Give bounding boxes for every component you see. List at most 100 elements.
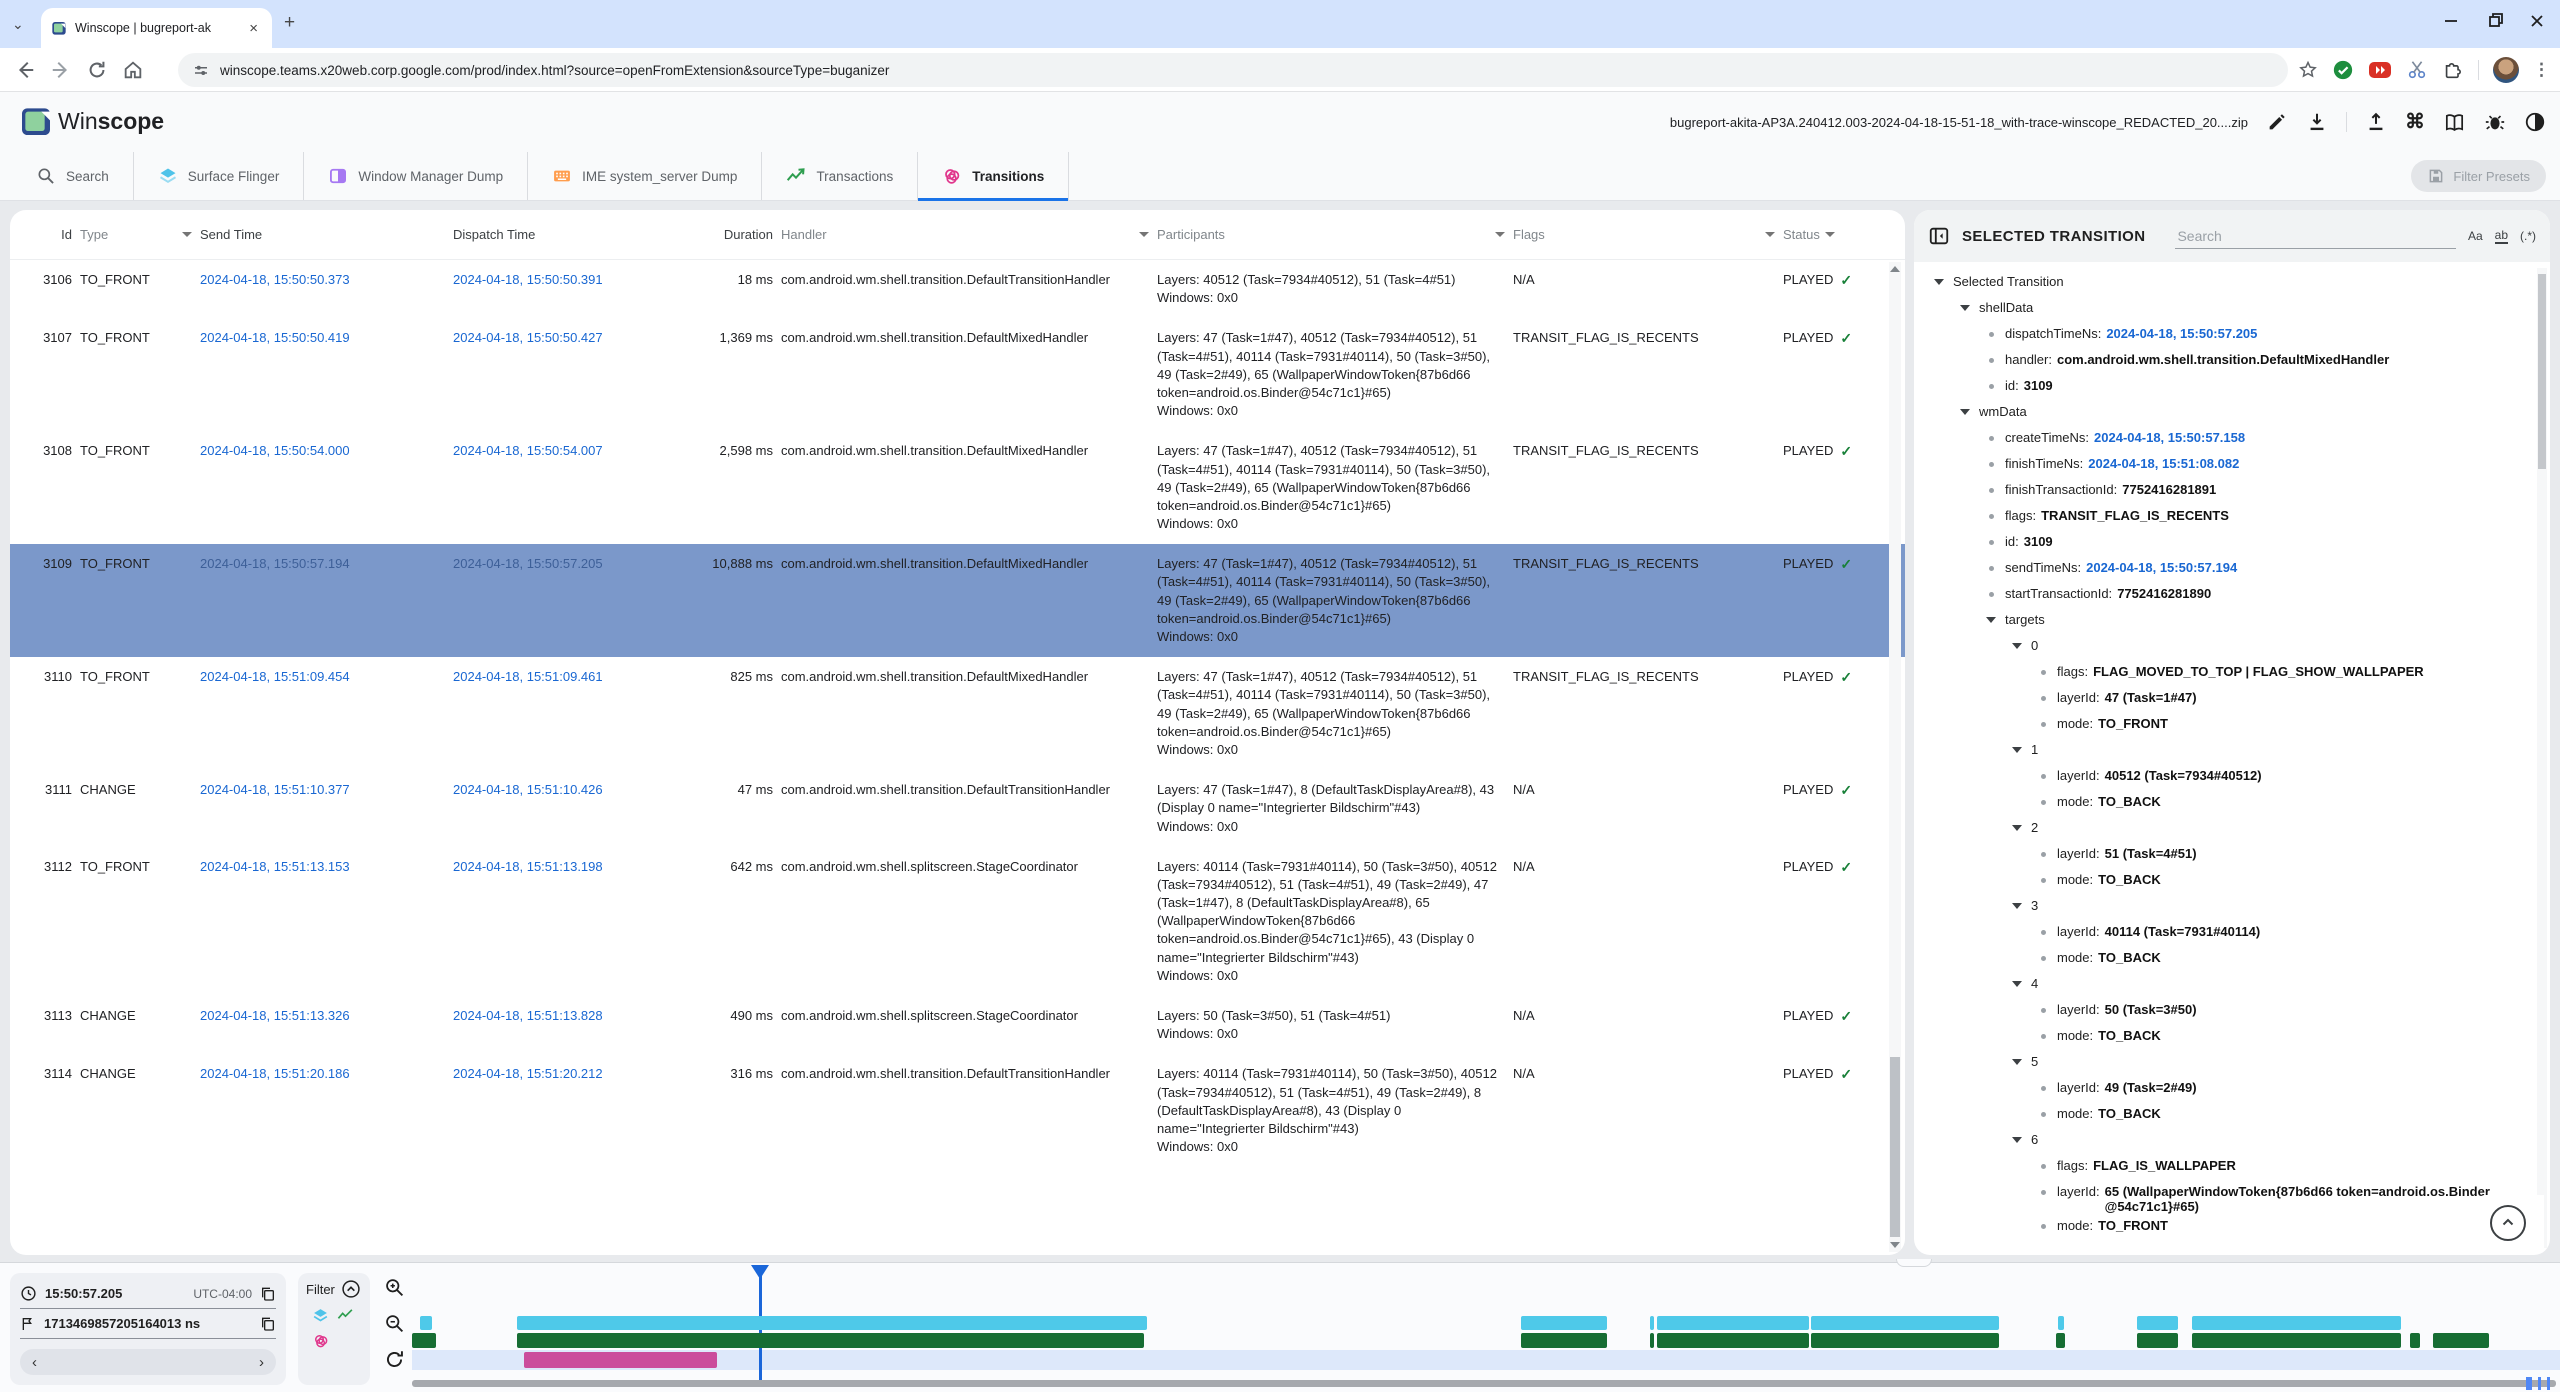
tree-node[interactable]: layerId: 40512 (Task=7934#40512) <box>1920 764 2540 790</box>
cell-send-time[interactable]: 2024-04-18, 15:50:50.419 <box>200 330 350 346</box>
extension-video-icon[interactable] <box>2368 61 2392 79</box>
tree-node[interactable]: flags: FLAG_IS_WALLPAPER <box>1920 1154 2540 1180</box>
timeline-segment-sf[interactable] <box>1657 1316 1809 1330</box>
column-header[interactable]: Type <box>80 227 192 242</box>
sort-arrow-icon[interactable] <box>182 232 192 237</box>
tree-node[interactable]: 4 <box>1920 972 2540 998</box>
documentation-icon[interactable] <box>2443 111 2466 134</box>
site-settings-icon[interactable] <box>192 61 210 79</box>
url-input[interactable]: winscope.teams.x20web.corp.google.com/pr… <box>178 53 2288 87</box>
timeline-segment-tx[interactable] <box>1650 1333 1654 1348</box>
extensions-puzzle-icon[interactable] <box>2442 59 2464 81</box>
window-minimize-icon[interactable] <box>2438 8 2464 34</box>
tree-node[interactable]: shellData <box>1920 296 2540 322</box>
timeline-canvas[interactable] <box>412 1263 2560 1392</box>
timeline-segment-tr[interactable] <box>524 1352 717 1368</box>
browser-menu-icon[interactable]: ⋮ <box>2533 60 2550 79</box>
sort-arrow-icon[interactable] <box>1765 232 1775 237</box>
trace-tab[interactable]: Window Manager Dump <box>304 152 529 200</box>
cell-dispatch-time[interactable]: 2024-04-18, 15:50:57.205 <box>453 556 603 572</box>
column-header[interactable]: Handler <box>781 227 1149 242</box>
table-row[interactable]: 3109 TO_FRONT 2024-04-18, 15:50:57.194 2… <box>10 544 1905 658</box>
tree-node[interactable]: id: 3109 <box>1920 530 2540 556</box>
expand-arrow-icon[interactable] <box>2012 903 2022 909</box>
cell-dispatch-time[interactable]: 2024-04-18, 15:51:13.198 <box>453 858 603 874</box>
expand-arrow-icon[interactable] <box>2012 825 2022 831</box>
timeline-segment-tx[interactable] <box>1811 1333 1999 1348</box>
cell-send-time[interactable]: 2024-04-18, 15:50:57.194 <box>200 556 350 572</box>
copy-time-icon[interactable] <box>260 1286 276 1302</box>
expand-arrow-icon[interactable] <box>1960 409 1970 415</box>
collapse-panel-icon[interactable] <box>1928 225 1950 247</box>
tree-node[interactable]: flags: FLAG_MOVED_TO_TOP | FLAG_SHOW_WAL… <box>1920 660 2540 686</box>
table-scrollbar[interactable] <box>1889 262 1901 1252</box>
table-row[interactable]: 3110 TO_FRONT 2024-04-18, 15:51:09.454 2… <box>10 657 1905 770</box>
tree-node[interactable]: 5 <box>1920 1050 2540 1076</box>
expand-arrow-icon[interactable] <box>2012 747 2022 753</box>
cell-dispatch-time[interactable]: 2024-04-18, 15:50:50.427 <box>453 330 603 346</box>
column-header[interactable]: Dispatch Time <box>453 227 701 242</box>
timeline-segment-tx[interactable] <box>1521 1333 1607 1348</box>
table-row[interactable]: 3108 TO_FRONT 2024-04-18, 15:50:54.000 2… <box>10 431 1905 544</box>
table-row[interactable]: 3106 TO_FRONT 2024-04-18, 15:50:50.373 2… <box>10 260 1905 318</box>
home-icon[interactable] <box>122 59 144 81</box>
tree-node[interactable]: 3 <box>1920 894 2540 920</box>
cell-dispatch-time[interactable]: 2024-04-18, 15:51:10.426 <box>453 782 603 798</box>
table-row[interactable]: 3111 CHANGE 2024-04-18, 15:51:10.377 202… <box>10 770 1905 847</box>
previous-entry-icon[interactable]: ‹ <box>32 1353 37 1371</box>
column-header[interactable]: Id <box>28 227 72 242</box>
cell-send-time[interactable]: 2024-04-18, 15:50:54.000 <box>200 443 350 459</box>
timeline-segment-sf[interactable] <box>1521 1316 1607 1330</box>
human-time-field[interactable]: 15:50:57.205 UTC-04:00 <box>20 1279 276 1309</box>
surface-flinger-filter-icon[interactable] <box>312 1307 329 1324</box>
expand-arrow-icon[interactable] <box>1934 279 1944 285</box>
timeline-segment-tx[interactable] <box>2137 1333 2178 1348</box>
tree-node[interactable]: 1 <box>1920 738 2540 764</box>
table-row[interactable]: 3112 TO_FRONT 2024-04-18, 15:51:13.153 2… <box>10 847 1905 996</box>
tree-node[interactable]: wmData <box>1920 400 2540 426</box>
back-icon[interactable] <box>14 59 36 81</box>
expand-arrow-icon[interactable] <box>2012 1059 2022 1065</box>
tree-node[interactable]: mode: TO_BACK <box>1920 1102 2540 1128</box>
zoom-in-icon[interactable] <box>384 1277 405 1298</box>
timeline-segment-sf[interactable] <box>2137 1316 2178 1330</box>
profile-avatar[interactable] <box>2493 57 2519 83</box>
browser-tab[interactable]: Winscope | bugreport-ak × <box>41 8 272 48</box>
tree-node[interactable]: Selected Transition <box>1920 270 2540 296</box>
download-traces-icon[interactable] <box>2306 111 2328 133</box>
tree-search-input[interactable] <box>2175 223 2456 249</box>
tree-node[interactable]: handler: com.android.wm.shell.transition… <box>1920 348 2540 374</box>
copy-ns-icon[interactable] <box>260 1316 276 1332</box>
trace-tab[interactable]: Search <box>12 152 134 200</box>
trace-tab[interactable]: Surface Flinger <box>134 152 305 200</box>
trace-tab[interactable]: Transactions <box>762 152 919 200</box>
forward-icon[interactable] <box>50 59 72 81</box>
timeline-segment-sf[interactable] <box>1811 1316 1999 1330</box>
tree-node[interactable]: mode: TO_BACK <box>1920 946 2540 972</box>
window-restore-icon[interactable] <box>2482 8 2508 34</box>
timeline-segment-sf[interactable] <box>2058 1316 2064 1330</box>
sort-arrow-icon[interactable] <box>1495 232 1505 237</box>
transitions-filter-icon[interactable] <box>312 1332 330 1350</box>
timeline-segment-tx[interactable] <box>1657 1333 1809 1348</box>
timeline-segment-sf[interactable] <box>1650 1316 1654 1330</box>
extension-check-icon[interactable] <box>2332 59 2354 81</box>
tree-node[interactable]: mode: TO_BACK <box>1920 868 2540 894</box>
scroll-up-icon[interactable] <box>1890 266 1900 272</box>
table-row[interactable]: 3113 CHANGE 2024-04-18, 15:51:13.326 202… <box>10 996 1905 1054</box>
tree-node[interactable]: finishTransactionId: 7752416281891 <box>1920 478 2540 504</box>
trace-tab[interactable]: Transitions <box>918 152 1070 201</box>
tree-node[interactable]: 2 <box>1920 816 2540 842</box>
tree-node[interactable]: mode: TO_FRONT <box>1920 1214 2540 1240</box>
table-row[interactable]: 3107 TO_FRONT 2024-04-18, 15:50:50.419 2… <box>10 318 1905 431</box>
cell-send-time[interactable]: 2024-04-18, 15:51:13.326 <box>200 1008 350 1023</box>
collapse-filter-icon[interactable] <box>341 1279 361 1299</box>
timeline-segment-sf[interactable] <box>420 1316 432 1330</box>
dark-mode-toggle-icon[interactable] <box>2524 111 2546 133</box>
new-tab-button[interactable]: + <box>284 12 296 33</box>
timeline-range-scrollbar[interactable] <box>412 1377 2556 1390</box>
tree-node[interactable]: dispatchTimeNs: 2024-04-18, 15:50:57.205 <box>1920 322 2540 348</box>
cell-send-time[interactable]: 2024-04-18, 15:51:20.186 <box>200 1066 350 1082</box>
tab-close-icon[interactable]: × <box>249 19 258 37</box>
match-word-toggle[interactable]: ab <box>2494 228 2508 244</box>
